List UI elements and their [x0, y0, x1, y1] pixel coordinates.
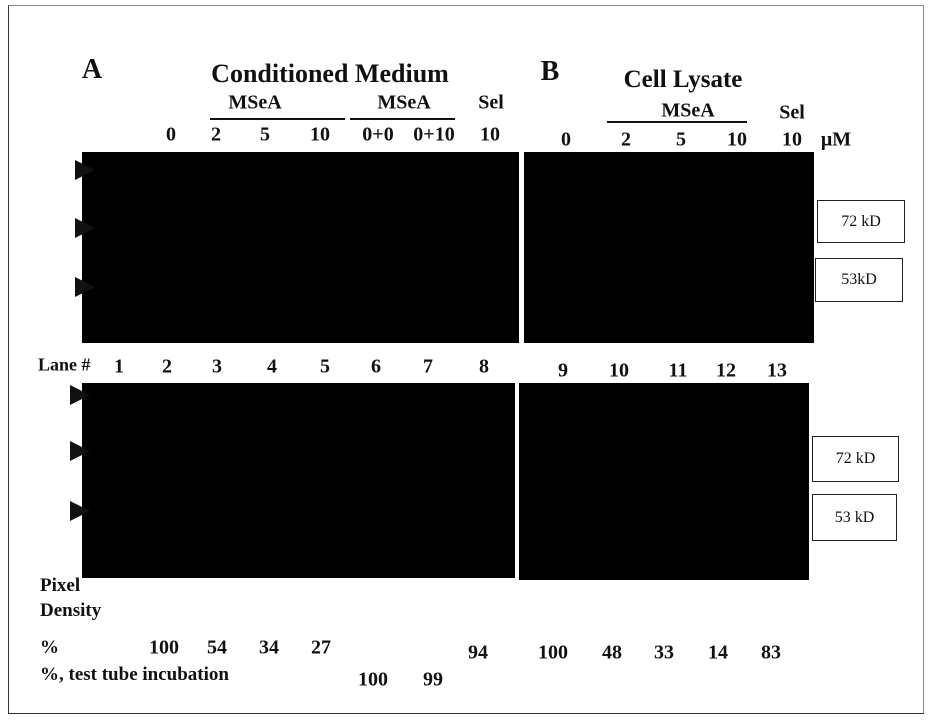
row-label: %, test tube incubation: [40, 664, 229, 686]
blot: [82, 383, 515, 578]
lane-number: 11: [669, 360, 688, 383]
arrow: [75, 218, 95, 238]
dose-label: 0+10: [413, 124, 454, 147]
dose-label: 0: [166, 124, 176, 147]
value: 100: [149, 637, 179, 660]
dose-label: 10: [782, 129, 802, 152]
group-line: [210, 118, 345, 120]
lane-number: 1: [114, 356, 124, 379]
value: 54: [207, 637, 227, 660]
dose-label: 10: [480, 124, 500, 147]
arrow: [70, 385, 90, 405]
lane-number: 8: [479, 356, 489, 379]
lane-number: 10: [609, 360, 629, 383]
arrow: [70, 441, 90, 461]
panel-letter: A: [82, 54, 102, 86]
blot: [524, 152, 814, 343]
lane-label: Lane #: [38, 355, 91, 376]
panel-title: Cell Lysate: [624, 66, 743, 94]
lane-number: 4: [267, 356, 277, 379]
dose-label: 10: [310, 124, 330, 147]
lane-number: 6: [371, 356, 381, 379]
value: 100: [358, 669, 388, 692]
lane-number: 7: [423, 356, 433, 379]
lane-number: 13: [767, 360, 787, 383]
dose-label: 5: [260, 124, 270, 147]
lane-number: 12: [716, 360, 736, 383]
group-label: MSeA: [661, 100, 714, 123]
value: 48: [602, 642, 622, 665]
figure: A Conditioned Medium B Cell Lysate MSeA MSeA S…: [0, 0, 933, 725]
row-label: %: [40, 637, 59, 659]
marker-box: 72 kD: [812, 436, 899, 482]
group-label: MSeA: [377, 92, 430, 115]
arrow: [70, 501, 90, 521]
arrow: [75, 277, 95, 297]
lane-number: 9: [558, 360, 568, 383]
group-line: [350, 118, 455, 120]
dose-label: 0+0: [362, 124, 393, 147]
arrow: [75, 160, 95, 180]
panel-title: Conditioned Medium: [211, 59, 449, 89]
marker-box: 53kD: [815, 258, 903, 302]
blot: [519, 383, 809, 580]
group-label: Sel: [779, 102, 805, 125]
value: 34: [259, 637, 279, 660]
dose-label: 5: [676, 129, 686, 152]
panel-letter: B: [541, 56, 560, 88]
dose-label: 0: [561, 129, 571, 152]
group-label: MSeA: [228, 92, 281, 115]
value: 27: [311, 637, 331, 660]
dose-label: 10: [727, 129, 747, 152]
value: 14: [708, 642, 728, 665]
row-label: Density: [40, 600, 101, 622]
lane-number: 3: [212, 356, 222, 379]
blot: [82, 152, 519, 343]
group-label: Sel: [478, 92, 504, 115]
marker-box: 53 kD: [812, 494, 897, 541]
lane-number: 2: [162, 356, 172, 379]
value: 99: [423, 669, 443, 692]
value: 94: [468, 642, 488, 665]
value: 100: [538, 642, 568, 665]
unit-label: μM: [821, 129, 851, 152]
marker-box: 72 kD: [817, 200, 905, 243]
value: 83: [761, 642, 781, 665]
row-label: Pixel: [40, 575, 80, 597]
dose-label: 2: [211, 124, 221, 147]
lane-number: 5: [320, 356, 330, 379]
dose-label: 2: [621, 129, 631, 152]
value: 33: [654, 642, 674, 665]
